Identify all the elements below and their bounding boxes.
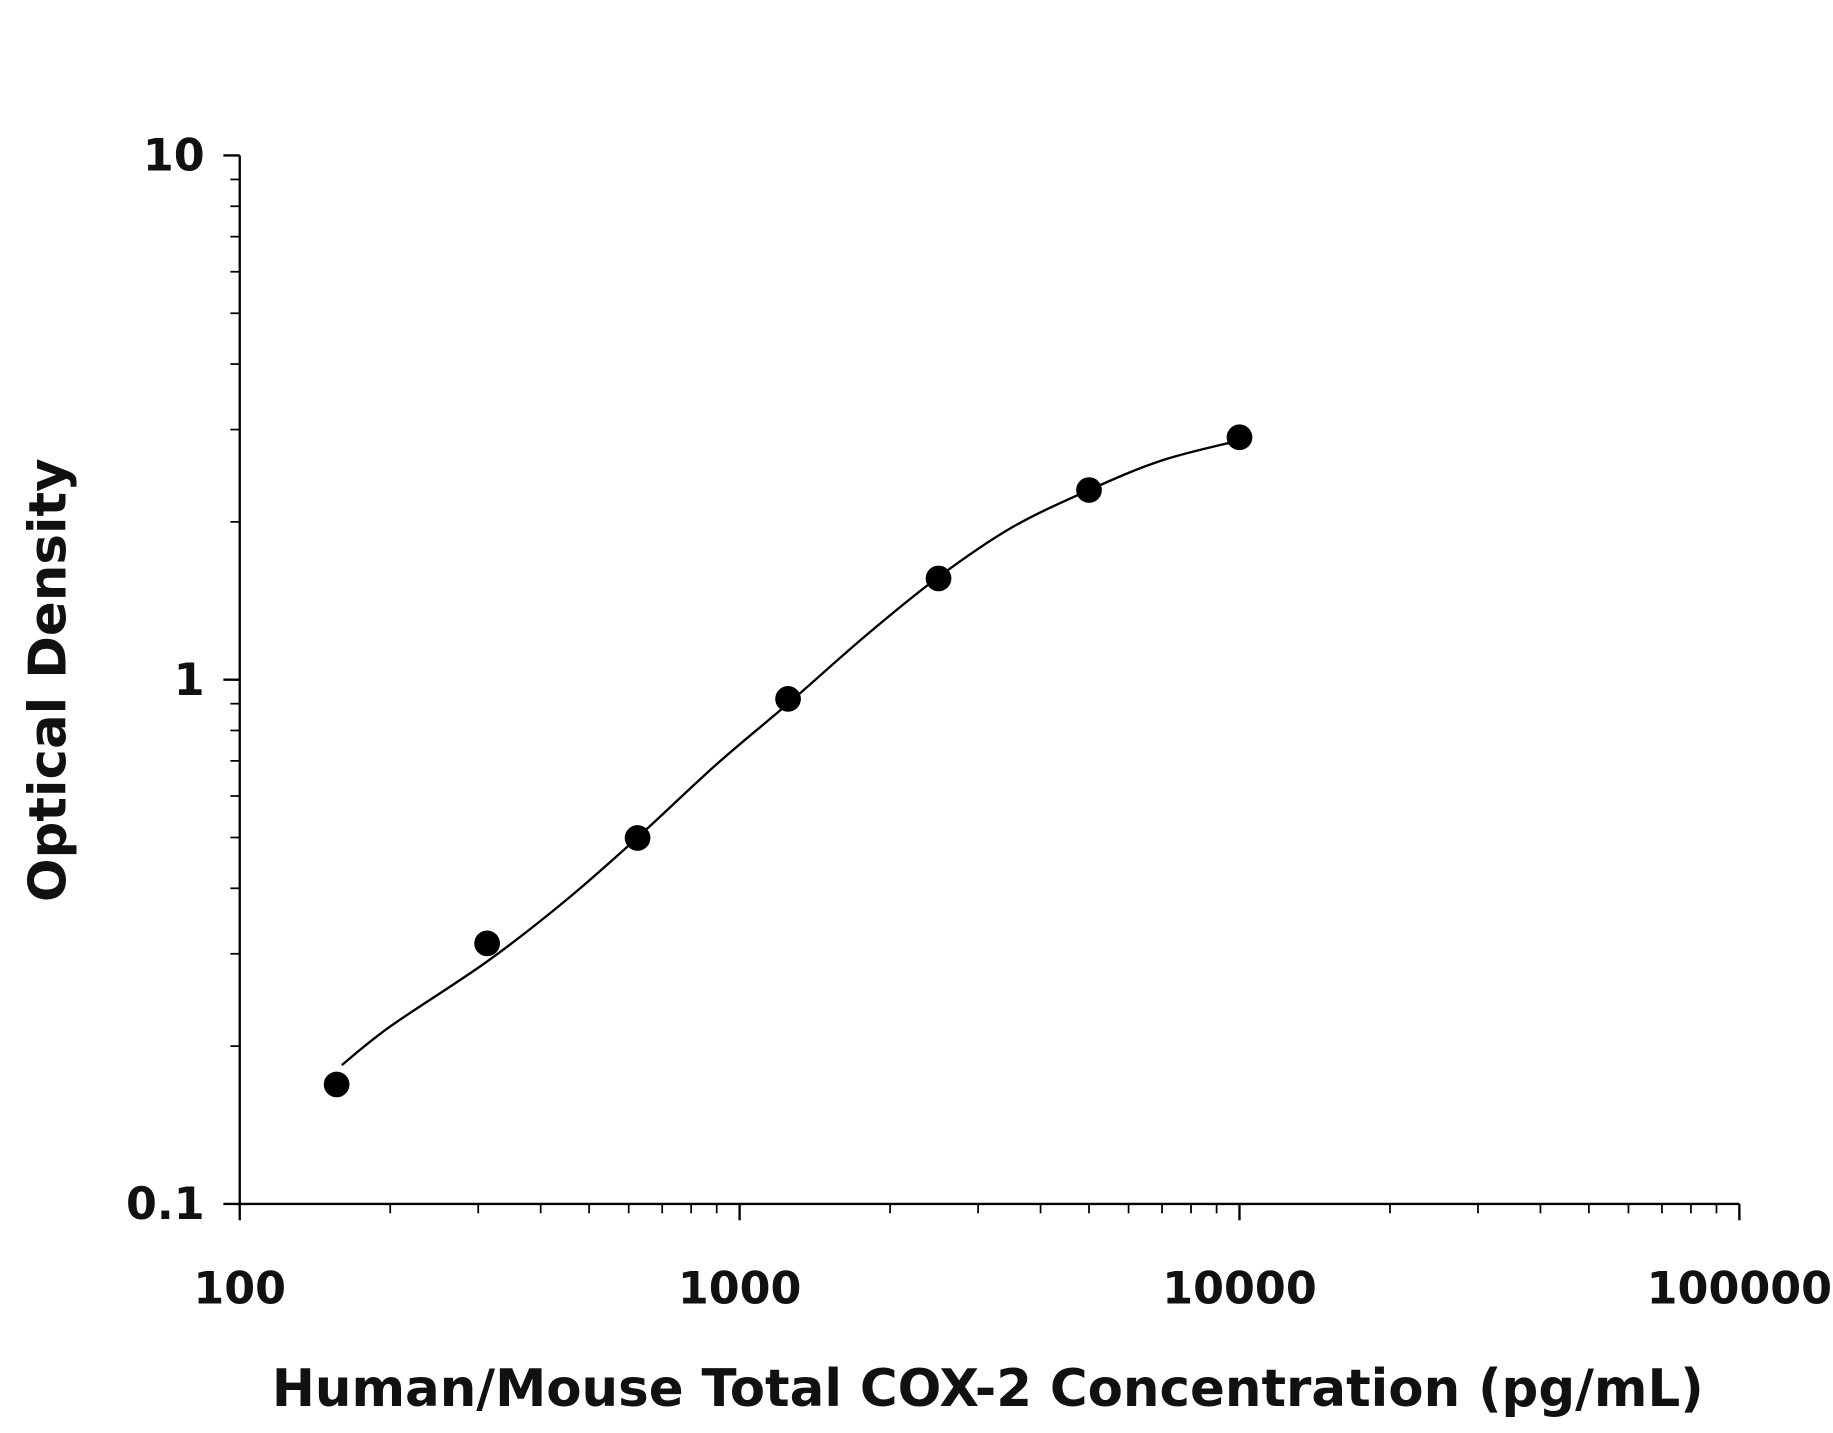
axes: [223, 154, 1741, 1221]
data-point: [775, 686, 801, 712]
y-axis-label: Optical Density: [19, 458, 79, 902]
y-tick-label: 1: [174, 655, 205, 706]
x-axis-label: Human/Mouse Total COX-2 Concentration (p…: [272, 1359, 1704, 1419]
data-point: [474, 930, 500, 957]
y-tick-label: 10: [143, 131, 205, 182]
data-point: [624, 825, 651, 851]
data-point: [323, 1071, 350, 1098]
x-tick-label: 10000: [1162, 1263, 1317, 1314]
y-tick-label: 0.1: [126, 1179, 205, 1230]
data-point: [1226, 424, 1253, 451]
data-points: [323, 424, 1253, 1098]
fit-curve: [341, 439, 1240, 1066]
data-point: [925, 565, 952, 592]
x-tick-label: 100000: [1647, 1263, 1832, 1314]
tick-labels: 100 1000 10000 100000 0.1 1 10: [126, 131, 1832, 1315]
data-point: [1076, 477, 1102, 503]
x-tick-label: 1000: [678, 1263, 802, 1314]
x-tick-label: 100: [193, 1263, 286, 1314]
